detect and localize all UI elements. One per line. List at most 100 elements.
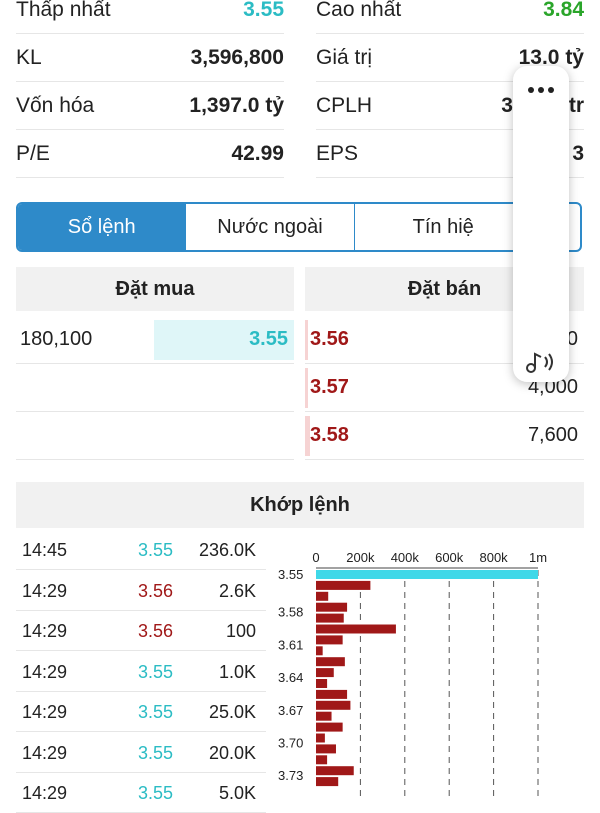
stats-row-pe-eps: P/E 42.99 EPS 3 [0,130,600,178]
stat-label: Cao nhất [316,0,402,21]
stats-row-low-high: Thấp nhất 3.55 Cao nhất 3.84 [0,0,600,34]
trade-row: 14:29 3.55 25.0K [16,692,266,732]
volume-bar [316,570,538,579]
buy-row: 180,100 3.55 [16,316,294,364]
trade-price: 3.55 [138,742,174,763]
audio-icon[interactable] [523,348,559,376]
stat-trade-value: Giá trị 13.0 tỷ [316,34,584,82]
sell-price: 3.56 [310,328,349,350]
trade-volume: 2.6K [218,580,256,601]
trade-time: 14:29 [22,783,68,803]
trade-volume: 1.0K [218,661,256,682]
tab-signals[interactable]: Tín hiệ [412,215,474,238]
trade-volume: 5.0K [218,783,256,803]
buy-depth-bar [154,320,294,360]
trade-row: 14:29 3.56 100 [16,611,266,651]
volume-by-price-chart: 0 200k 400k 600k 800k 1m 3.55 3.58 3.61 3.64 3.67 3… [278,550,547,800]
sell-row: 3.56 0 [305,316,584,364]
stat-value-partial: 3 [501,93,513,117]
buy-row-empty [16,364,294,412]
trade-volume: 236.0K [198,540,256,560]
stat-pe: P/E 42.99 [16,130,284,178]
tab-bar: Sổ lệnh Nước ngoài Tín hiệ [16,202,582,252]
stat-value: 1,397.0 tỷ [189,93,284,117]
sell-volume: 7,600 [527,424,578,446]
trade-price: 3.55 [138,783,174,803]
volume-bar [316,591,329,601]
matched-header: Khớp lệnh [16,482,584,528]
sell-row: 3.58 7,600 [305,412,584,460]
trade-row: 14:45 3.55 236.0K [16,530,266,570]
volume-bar [316,613,344,623]
trade-price: 3.56 [138,621,174,641]
more-icon[interactable] [525,80,557,100]
tab-foreign[interactable]: Nước ngoài [186,204,355,250]
trade-time: 14:29 [22,621,68,641]
volume-bar [316,602,348,612]
stats-row-cap-shares: Vốn hóa 1,397.0 tỷ CPLH 3 tr [0,82,600,130]
volume-bar [316,766,354,776]
volume-bar [316,700,351,710]
y-tick-label: 3.67 [278,703,303,718]
stat-value: 13.0 tỷ [518,45,584,69]
volume-bar [316,755,328,765]
volume-bar [316,679,328,688]
x-tick-label: 200k [346,550,375,565]
trade-price: 3.55 [138,702,174,722]
trade-volume: 100 [225,621,256,641]
volume-bar [316,722,343,732]
trade-row: 14:29 3.55 20.0K [16,733,266,773]
stat-value: 42.99 [231,141,284,165]
sell-depth-bar [305,416,310,456]
y-tick-label: 3.58 [278,605,303,620]
stat-low: Thấp nhất 3.55 [16,0,284,34]
stat-label: Giá trị [316,45,373,69]
sell-volume: 0 [566,328,578,350]
volume-bar [316,744,336,754]
volume-bar [316,657,345,667]
tab-order-book[interactable]: Sổ lệnh [18,204,187,250]
y-tick-label: 3.70 [278,736,303,751]
trade-row: 14:29 3.55 5.0K [16,773,266,813]
trade-price: 3.55 [138,540,174,560]
volume-bar [316,668,334,678]
stats-row-volume-value: KL 3,596,800 Giá trị 13.0 tỷ [0,34,600,82]
stat-outstanding-shares: CPLH 3 tr [316,82,584,130]
volume-bar [316,777,339,787]
stat-label: Thấp nhất [16,0,111,21]
stat-eps: EPS 3 [316,130,584,178]
y-tick-label: 3.73 [278,768,303,783]
stat-value: 3 tr [501,94,584,118]
buy-volume: 180,100 [20,328,93,350]
stat-high: Cao nhất 3.84 [316,0,584,34]
trade-time: 14:45 [22,540,68,560]
x-tick-label: 1m [529,550,547,565]
stat-label: Vốn hóa [16,93,95,117]
stat-label: CPLH [316,93,373,117]
stat-label: P/E [16,141,50,165]
y-tick-label: 3.61 [278,637,303,652]
volume-bar [316,733,325,743]
trade-row: 14:29 3.55 1.0K [16,652,266,692]
y-tick-label: 3.64 [278,670,303,685]
stat-value: 3 [572,141,584,165]
stat-value-suffix: tr [568,93,584,117]
volume-bar [316,624,396,634]
x-tick-label: 800k [479,550,508,565]
volume-bar [316,711,332,721]
volume-bar [316,635,343,645]
x-tick-label: 600k [435,550,464,565]
trade-time: 14:29 [22,661,68,682]
volume-bar [316,646,323,656]
trade-time: 14:29 [22,702,68,722]
floating-panel [513,66,569,382]
buy-row-empty [16,412,294,460]
trade-volume: 20.0K [208,742,256,763]
sell-price: 3.58 [310,424,349,446]
trade-row: 14:29 3.56 2.6K [16,571,266,611]
x-tick-label: 400k [391,550,420,565]
stat-volume: KL 3,596,800 [16,34,284,82]
trade-price: 3.55 [138,661,174,682]
buy-price: 3.55 [249,328,288,350]
buy-header: Đặt mua [16,267,294,311]
